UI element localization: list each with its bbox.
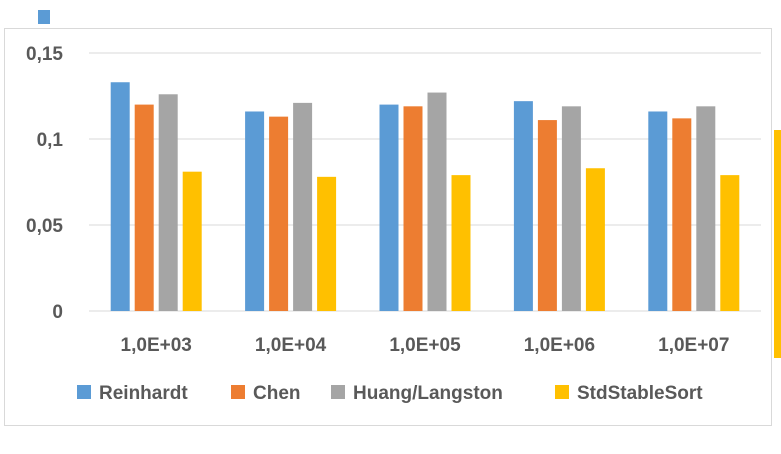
legend-label: Huang/Langston (353, 383, 503, 404)
bar-reinhardt-3 (513, 101, 533, 311)
bar-stdstablesort-2 (451, 175, 471, 311)
bar-chen-3 (537, 120, 557, 311)
x-tick-label: 1,0E+03 (121, 335, 192, 356)
bar-huang-langston-2 (427, 92, 447, 311)
background-blue-fragment (38, 10, 50, 24)
x-axis-ticks: 1,0E+03 1,0E+04 1,0E+05 1,0E+06 1,0E+07 (121, 335, 730, 356)
bar-stdstablesort-1 (317, 176, 337, 311)
y-tick-label: 0,15 (26, 44, 63, 65)
x-tick-label: 1,0E+05 (389, 335, 461, 356)
x-tick-label: 1,0E+04 (255, 335, 327, 356)
bar-stdstablesort-3 (585, 168, 605, 311)
x-tick-label: 1,0E+07 (658, 335, 729, 356)
y-tick-label: 0,05 (26, 216, 63, 237)
bar-reinhardt-0 (110, 82, 130, 311)
legend-label: Reinhardt (99, 383, 188, 404)
bar-chen-2 (403, 106, 423, 311)
legend-label: StdStableSort (577, 383, 703, 404)
bar-chen-4 (672, 118, 692, 311)
background-yellow-fragment (774, 130, 781, 358)
y-tick-label: 0 (52, 302, 63, 323)
legend-label: Chen (253, 383, 301, 404)
bar-chart: 00,050,10,15 1,0E+03 1,0E+04 1,0E+05 1,0E+0… (26, 44, 761, 404)
bar-huang-langston-4 (696, 106, 716, 311)
bar-huang-langston-1 (293, 102, 313, 311)
bar-stdstablesort-0 (182, 171, 202, 311)
bar-huang-langston-3 (561, 106, 581, 311)
y-axis-ticks: 0 0,05 0,1 0,15 (26, 44, 63, 323)
x-tick-label: 1,0E+06 (524, 335, 595, 356)
y-tick-label: 0,1 (37, 130, 64, 151)
bar-stdstablesort-4 (720, 175, 740, 311)
bar-reinhardt-1 (245, 111, 265, 311)
bar-reinhardt-4 (648, 111, 668, 311)
chart-area: 0 0,05 0,1 0,15 1,0E+03 1,0E+04 1,0E+05 1,0E+0… (4, 28, 772, 426)
bar-chen-0 (134, 104, 154, 311)
legend-swatch (231, 385, 245, 399)
bar-huang-langston-0 (158, 94, 178, 311)
legend-swatch (77, 385, 91, 399)
legend-swatch (555, 385, 569, 399)
legend-swatch (331, 385, 345, 399)
bars (110, 82, 740, 311)
legend: Reinhardt Chen Huang/Langston StdStableSort (77, 383, 703, 404)
bar-reinhardt-2 (379, 104, 399, 311)
bar-chen-1 (269, 116, 289, 311)
